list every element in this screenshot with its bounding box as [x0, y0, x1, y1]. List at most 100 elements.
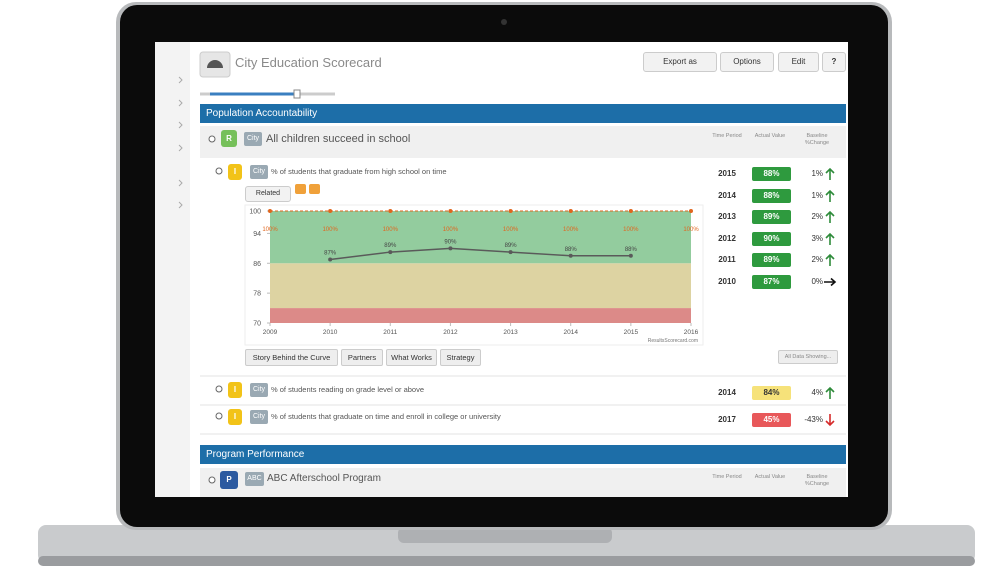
program-badge: P [220, 471, 238, 489]
trend-arrow [825, 189, 835, 202]
data-label: 88% [565, 247, 578, 253]
actual-value: 84% [752, 386, 791, 400]
indicator-badge: I [228, 382, 242, 398]
x-tick-label: 2010 [323, 329, 338, 336]
y-tick-label: 94 [253, 231, 261, 238]
x-tick-label: 2009 [263, 329, 278, 336]
data-point [268, 209, 272, 213]
section-header: Population Accountability [200, 104, 846, 123]
x-tick-label: 2011 [383, 329, 397, 336]
indicator-label[interactable]: % of students that graduate from high sc… [271, 167, 447, 176]
trend-arrow [825, 386, 835, 399]
actual-value: 45% [752, 413, 791, 427]
indicator-label[interactable]: % of students reading on grade level or … [271, 385, 425, 394]
data-point [328, 209, 333, 213]
actual-value: 89% [752, 253, 791, 267]
column-header: Baseline %Change [804, 474, 830, 487]
tab[interactable]: Strategy [440, 349, 481, 366]
related-icon[interactable] [309, 184, 320, 194]
arrow-shape [825, 167, 835, 180]
watermark: ResultsScorecard.com [648, 338, 698, 344]
collapse-icons[interactable] [208, 135, 223, 484]
indicator-badge: I [228, 409, 242, 425]
series-line [330, 247, 631, 261]
data-label: 100% [563, 227, 579, 233]
trend-arrow [825, 253, 835, 266]
performance-band [270, 308, 691, 323]
options-button[interactable]: Options [720, 52, 774, 72]
program-label[interactable]: ABC Afterschool Program [267, 473, 381, 484]
baseline-change: 4% [811, 388, 823, 397]
y-tick-label: 70 [253, 321, 261, 328]
data-point [388, 209, 393, 213]
data-label: 100% [322, 227, 338, 233]
page-title: City Education Scorecard [235, 55, 382, 70]
x-tick-label: 2013 [503, 329, 518, 336]
section-header: Program Performance [200, 445, 846, 464]
period: 2017 [718, 415, 736, 424]
baseline-change: 0% [811, 277, 823, 286]
column-header: Time Period [712, 133, 742, 139]
period: 2014 [718, 191, 736, 200]
indicator-tag: City [250, 410, 268, 424]
arrow-shape [825, 386, 835, 399]
data-point [448, 209, 453, 213]
sidebar-chevrons [178, 76, 183, 209]
data-point [568, 253, 573, 258]
performance-band [270, 211, 691, 264]
related-icon[interactable] [295, 184, 306, 194]
all-data-button[interactable]: All Data Showing... [778, 350, 838, 364]
export-button[interactable]: Export as [643, 52, 717, 72]
period: 2013 [718, 212, 736, 221]
trend-arrow [825, 232, 835, 245]
column-header: Time Period [712, 474, 742, 480]
indicator-label[interactable]: % of students that graduate on time and … [271, 412, 501, 421]
related-button[interactable]: Related [245, 186, 291, 202]
data-point [628, 253, 633, 258]
camera [501, 19, 507, 25]
arrow-shape [825, 414, 835, 427]
actual-value: 89% [752, 210, 791, 224]
period: 2015 [718, 169, 736, 178]
arrow-shape [825, 189, 835, 202]
laptop-base [38, 525, 975, 563]
arrow-shape [825, 232, 835, 245]
tab[interactable]: Story Behind the Curve [245, 349, 338, 366]
baseline-change: 1% [811, 169, 823, 178]
data-label: 100% [623, 227, 639, 233]
help-button[interactable]: ? [822, 52, 846, 72]
x-tick-label: 2016 [684, 329, 699, 336]
program-tag: ABC [245, 472, 264, 486]
arrow-shape [825, 253, 835, 266]
tab[interactable]: What Works [386, 349, 437, 366]
data-label: 100% [683, 227, 699, 233]
period: 2011 [718, 255, 736, 264]
trend-arrow [825, 167, 835, 180]
baseline-change: 1% [811, 191, 823, 200]
data-point [328, 257, 333, 262]
arrow-shape [825, 210, 835, 223]
data-point [448, 246, 453, 251]
baseline-change: 2% [811, 212, 823, 221]
slider-handle[interactable] [293, 89, 301, 99]
result-tag: City [244, 132, 262, 146]
trend-arrow [825, 414, 835, 427]
actual-value: 87% [752, 275, 791, 289]
column-header: Baseline %Change [804, 133, 830, 146]
actual-value: 88% [752, 189, 791, 203]
data-point [508, 209, 513, 213]
data-point [508, 250, 513, 255]
tab[interactable]: Partners [341, 349, 383, 366]
result-label[interactable]: All children succeed in school [266, 133, 411, 145]
result-row-bg [200, 126, 846, 158]
data-label: 87% [324, 251, 337, 257]
edit-button[interactable]: Edit [778, 52, 819, 72]
trend-arrow [825, 210, 835, 223]
x-tick-label: 2014 [563, 329, 578, 336]
data-label: 90% [444, 239, 457, 245]
arrow-shape [824, 277, 837, 287]
column-header: Actual Value [754, 133, 786, 139]
indicator-badge: I [228, 164, 242, 180]
sidebar [155, 42, 190, 497]
